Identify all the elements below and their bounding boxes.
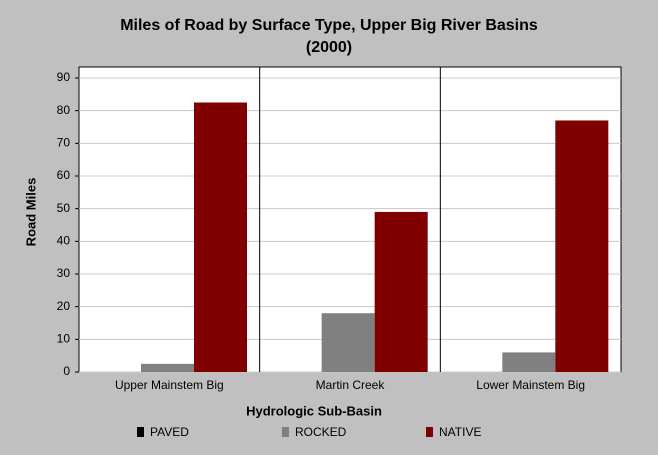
legend-label: ROCKED [295, 425, 347, 439]
bar [502, 352, 556, 372]
bar [321, 313, 375, 372]
legend-swatch [137, 427, 144, 437]
chart-subtitle: (2000) [306, 39, 352, 56]
y-tick-label: 40 [57, 234, 71, 248]
bar [374, 211, 428, 372]
y-tick-label: 30 [57, 266, 71, 280]
legend-swatch [426, 427, 433, 437]
y-axis-title: Road Miles [23, 178, 38, 247]
x-axis-title: Hydrologic Sub-Basin [246, 403, 382, 418]
y-tick-label: 20 [57, 299, 71, 313]
y-tick-label: 60 [57, 168, 71, 182]
x-tick-label: Lower Mainstem Big [476, 378, 585, 392]
y-tick-label: 70 [57, 136, 71, 150]
y-tick-label: 80 [57, 103, 71, 117]
bar [141, 363, 194, 372]
legend-label: NATIVE [439, 425, 481, 439]
y-tick-label: 90 [57, 70, 71, 84]
x-tick-label: Martin Creek [316, 378, 386, 392]
legend-label: PAVED [150, 425, 189, 439]
x-tick-label: Upper Mainstem Big [115, 378, 224, 392]
bar [194, 102, 247, 372]
y-tick-label: 10 [57, 332, 71, 346]
y-tick-label: 0 [63, 364, 70, 378]
bar [555, 120, 609, 372]
y-tick-label: 50 [57, 201, 71, 215]
chart-title: Miles of Road by Surface Type, Upper Big… [120, 17, 538, 34]
legend-swatch [282, 427, 289, 437]
